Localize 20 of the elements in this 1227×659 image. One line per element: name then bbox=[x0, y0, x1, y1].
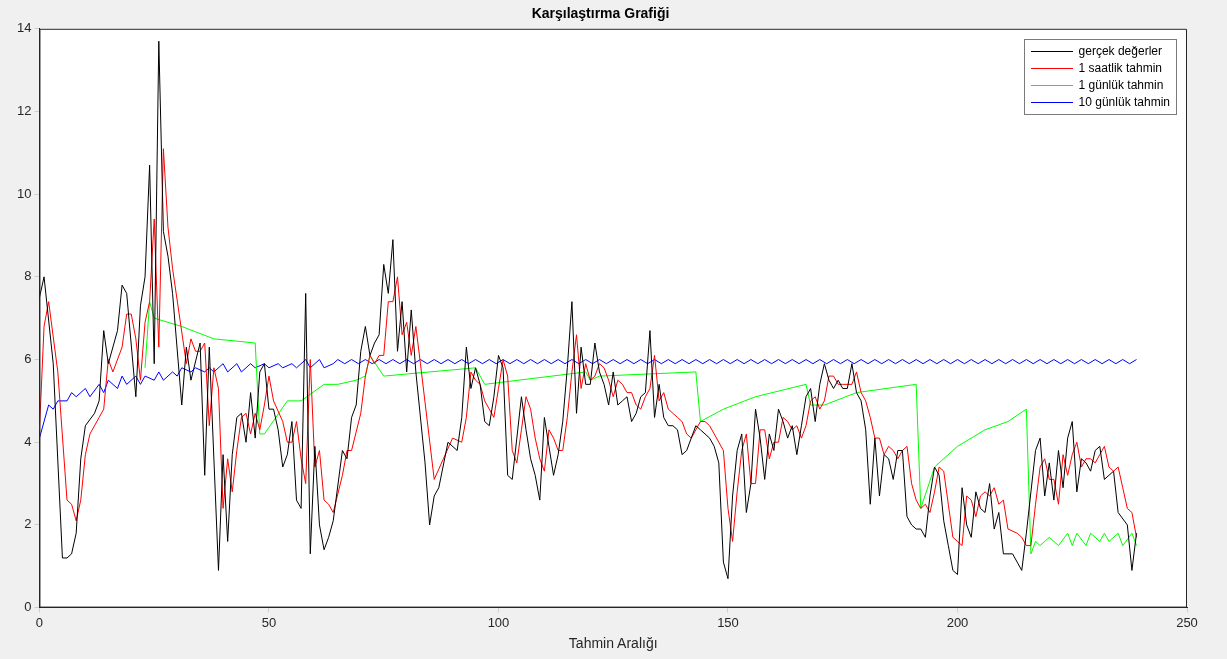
y-tick-label: 6 bbox=[24, 351, 32, 367]
x-tick-label: 250 bbox=[1176, 614, 1198, 630]
chart-title: Karşılaştırma Grafiği bbox=[531, 5, 670, 22]
y-tick-label: 2 bbox=[24, 516, 32, 532]
y-tick-label: 12 bbox=[16, 103, 32, 119]
y-tick-label: 10 bbox=[16, 185, 32, 201]
x-tick-label: 50 bbox=[261, 614, 277, 630]
y-tick-label: 8 bbox=[24, 268, 32, 284]
x-tick-label: 150 bbox=[717, 614, 739, 630]
y-tick-label: 14 bbox=[16, 20, 32, 36]
legend-label: 1 saatlik tahmin bbox=[1078, 59, 1162, 77]
legend-label: 1 günlük tahmin bbox=[1078, 76, 1164, 94]
x-tick-label: 200 bbox=[946, 614, 969, 630]
x-axis-title: Tahmin Aralığı bbox=[568, 635, 658, 652]
x-tick-label: 0 bbox=[35, 614, 44, 630]
legend-label: gerçek değerler bbox=[1078, 42, 1162, 60]
y-tick-label: 4 bbox=[24, 433, 32, 449]
x-tick-label: 100 bbox=[487, 614, 510, 630]
legend-label: 10 günlük tahmin bbox=[1078, 93, 1170, 111]
y-tick-label: 0 bbox=[24, 599, 32, 615]
